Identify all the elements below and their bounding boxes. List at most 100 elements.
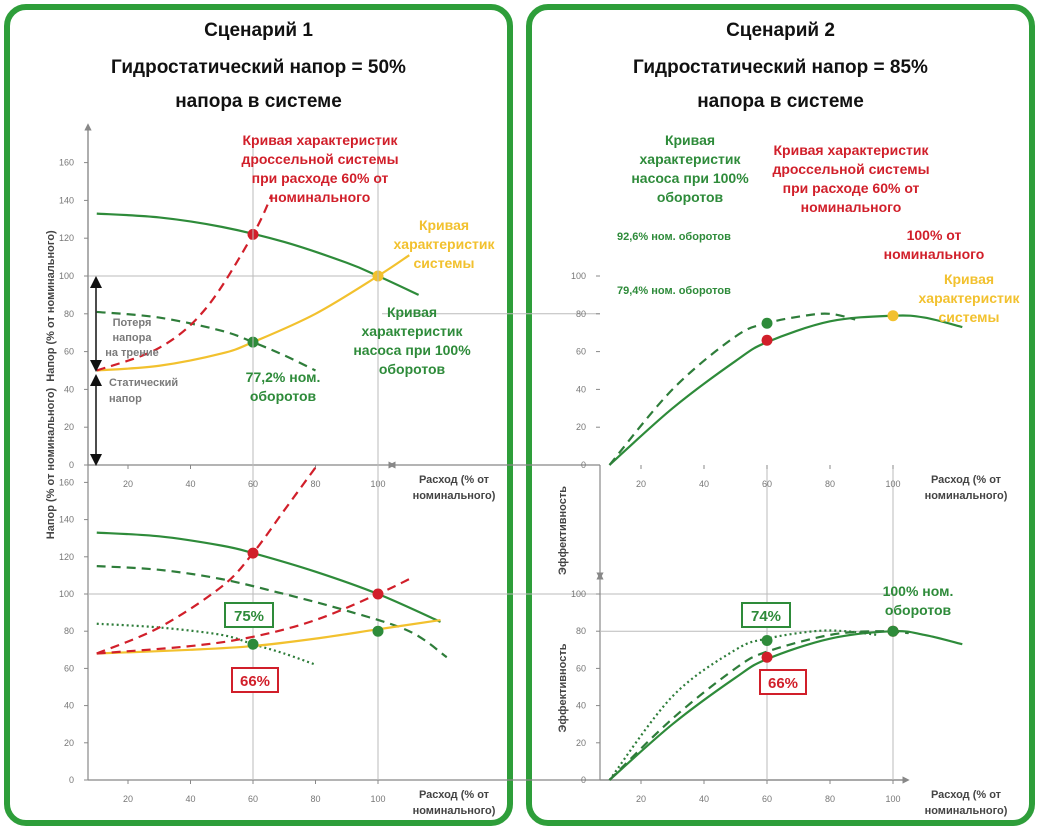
friction-loss-label: на трение <box>105 347 159 359</box>
x-axis-label: номинального) <box>925 490 1008 502</box>
efficiency-box-green <box>741 602 791 628</box>
x-tick-label: 20 <box>123 479 133 489</box>
x-tick-label: 20 <box>636 794 646 804</box>
x-axis-label: номинального) <box>413 490 496 502</box>
throttle-curve-label: Кривая характеристик <box>774 142 930 158</box>
x-tick-label: 100 <box>885 479 900 489</box>
y-tick-label: 100 <box>571 271 586 281</box>
full-speed-label: 100% ном. <box>883 583 954 599</box>
friction-loss-label: Потеря <box>113 317 152 329</box>
x-tick-label: 40 <box>185 794 195 804</box>
y-tick-label: 40 <box>576 701 586 711</box>
y-tick-label: 80 <box>64 309 74 319</box>
series-line <box>608 314 963 466</box>
data-point <box>761 651 773 663</box>
x-tick-label: 80 <box>825 479 835 489</box>
chart-1: 20 40 60 80 100 0 20 40 60 80 100 Эффективность Расх… <box>382 271 1008 586</box>
pump-curve-label: оборотов <box>657 189 724 205</box>
y-tick-label: 40 <box>576 384 586 394</box>
series-line <box>96 565 448 659</box>
data-point <box>887 625 899 637</box>
x-axis-label: номинального) <box>925 805 1008 817</box>
series-line <box>608 629 878 781</box>
scenario-subtitle: Гидростатический напор = 85% <box>633 57 928 78</box>
y-tick-label: 80 <box>64 626 74 636</box>
y-axis-label: Эффективность <box>557 643 569 732</box>
full-speed-label: оборотов <box>885 602 952 618</box>
x-tick-label: 60 <box>762 479 772 489</box>
x-tick-label: 20 <box>636 479 646 489</box>
y-tick-label: 20 <box>576 738 586 748</box>
x-axis-label: Расход (% от <box>931 474 1002 486</box>
series-line <box>96 194 273 372</box>
x-axis-label: Расход (% от <box>419 789 490 801</box>
scenario-title: Сценарий 2 <box>726 20 835 41</box>
system-curve-label: системы <box>414 255 475 271</box>
x-tick-label: 40 <box>185 479 195 489</box>
series-line <box>608 312 856 466</box>
scenario-subtitle-2: напора в системе <box>175 91 342 112</box>
throttle-curve-label: Кривая характеристик <box>243 132 399 148</box>
static-head-label: напор <box>109 393 142 405</box>
pump-curve-label: насоса при 100% <box>631 170 749 186</box>
reduced-speed-label: оборотов <box>250 388 317 404</box>
x-tick-label: 80 <box>310 479 320 489</box>
y-axis-label: Напор (% от номинального) <box>45 230 57 382</box>
throttle-curve-label: дроссельной системы <box>241 151 398 167</box>
speed-92-label: 92,6% ном. оборотов <box>617 231 731 243</box>
throttle-curve-label: номинального <box>801 199 902 215</box>
y-tick-label: 20 <box>64 422 74 432</box>
throttle-curve-label: при расходе 60% от <box>252 170 389 186</box>
pump-curve-label: характеристик <box>362 323 464 339</box>
y-tick-label: 80 <box>576 309 586 319</box>
x-tick-label: 100 <box>370 794 385 804</box>
data-point <box>247 547 259 559</box>
pump-curve-label: характеристик <box>640 151 742 167</box>
data-point <box>761 334 773 346</box>
x-axis-label: Расход (% от <box>419 474 490 486</box>
efficiency-red-value: 66% <box>768 675 798 692</box>
series-line <box>96 310 316 372</box>
y-tick-label: 60 <box>64 663 74 673</box>
efficiency-green-value: 74% <box>751 608 781 625</box>
nominal-flow-label: 100% от <box>907 227 962 243</box>
series-line <box>96 466 317 655</box>
y-tick-label: 60 <box>576 663 586 673</box>
throttle-curve-label: при расходе 60% от <box>783 180 920 196</box>
y-tick-label: 140 <box>59 515 74 525</box>
efficiency-green-value: 75% <box>234 608 264 625</box>
x-tick-label: 100 <box>885 794 900 804</box>
y-tick-label: 100 <box>59 589 74 599</box>
efficiency-box-green <box>224 602 274 628</box>
scenario-subtitle-2: напора в системе <box>697 91 864 112</box>
friction-loss-label: напора <box>113 332 153 344</box>
y-axis-label: Эффективность <box>557 486 569 575</box>
throttle-curve-label: дроссельной системы <box>772 161 929 177</box>
nominal-flow-label: номинального <box>884 246 985 262</box>
x-tick-label: 60 <box>248 794 258 804</box>
series-line <box>608 629 963 781</box>
y-tick-label: 40 <box>64 384 74 394</box>
system-curve-label: характеристик <box>919 290 1021 306</box>
x-axis-label: Расход (% от <box>931 789 1002 801</box>
x-tick-label: 40 <box>699 479 709 489</box>
chart-3: 20 40 60 80 100 0 20 40 60 80 100 Эффективность Расх… <box>557 572 1008 817</box>
data-point <box>761 317 773 329</box>
data-point <box>247 638 259 650</box>
x-axis-label: номинального) <box>413 805 496 817</box>
system-curve-label: Кривая <box>419 217 469 233</box>
y-tick-label: 0 <box>69 775 74 785</box>
data-point <box>887 310 899 322</box>
efficiency-red-value: 66% <box>240 673 270 690</box>
x-tick-label: 40 <box>699 794 709 804</box>
y-tick-label: 140 <box>59 195 74 205</box>
speed-79-label: 79,4% ном. оборотов <box>617 285 731 297</box>
y-tick-label: 60 <box>64 347 74 357</box>
y-tick-label: 20 <box>576 422 586 432</box>
throttle-curve-label: номинального <box>270 189 371 205</box>
system-curve-label: системы <box>939 309 1000 325</box>
static-head-label: Статический <box>109 377 178 389</box>
data-point <box>372 588 384 600</box>
